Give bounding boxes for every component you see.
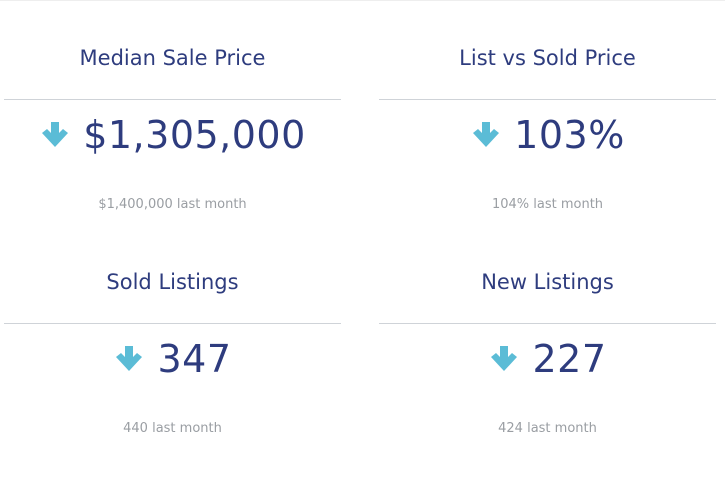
card-title: Median Sale Price [79,46,266,70]
stat-card-median-sale-price: Median Sale Price $1,305,000 $1,400,000 … [4,0,341,224]
arrow-down-icon [488,344,520,374]
card-title: New Listings [481,270,614,294]
value-row: 227 [379,334,716,384]
stat-card-sold-listings: Sold Listings 347 440 last month [4,224,341,448]
card-title: Sold Listings [106,270,239,294]
metric-value: 103% [514,113,625,157]
arrow-down-icon [39,120,71,150]
arrow-down-icon [113,344,145,374]
previous-month-value: $1,400,000 last month [98,197,247,212]
value-row: 103% [379,110,716,160]
top-border [0,0,725,1]
divider [379,323,716,324]
previous-month-value: 104% last month [491,197,604,212]
previous-month-value: 424 last month [498,421,597,436]
stat-card-list-vs-sold-price: List vs Sold Price 103% 104% last month [379,0,716,224]
divider [379,99,716,100]
value-row: $1,305,000 [4,110,341,160]
stat-card-new-listings: New Listings 227 424 last month [379,224,716,448]
arrow-down-icon [470,120,502,150]
divider [4,99,341,100]
divider [4,323,341,324]
previous-month-value: 440 last month [123,421,222,436]
card-title: List vs Sold Price [459,46,636,70]
metric-value: 227 [532,337,607,381]
metric-value: $1,305,000 [83,113,306,157]
metric-value: 347 [157,337,232,381]
value-row: 347 [4,334,341,384]
